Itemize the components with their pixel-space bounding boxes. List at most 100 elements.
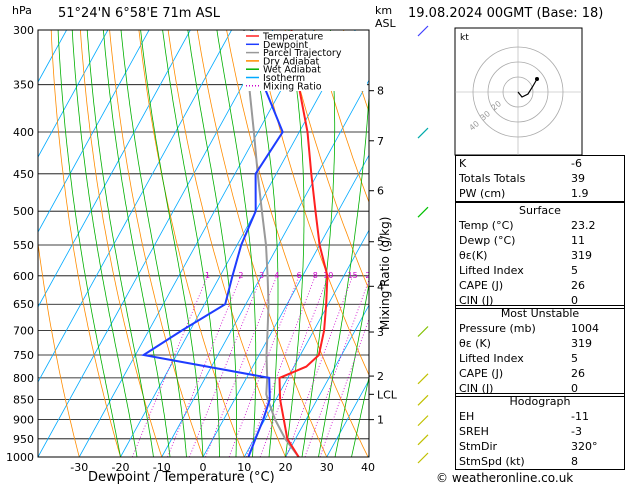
wet-adiabat bbox=[86, 30, 154, 457]
mixing-ratio-line bbox=[259, 275, 329, 457]
isotherm bbox=[38, 30, 109, 158]
mixing-ratio-label: 2 bbox=[238, 271, 243, 280]
wind-barb bbox=[417, 127, 429, 139]
dry-adiabat bbox=[255, 30, 369, 376]
surface-title: Surface bbox=[519, 204, 561, 217]
pressure-tick-label: 1000 bbox=[6, 451, 34, 464]
surface-cape-label: CAPE (J) bbox=[459, 279, 504, 292]
mu-li-value: 5 bbox=[571, 352, 578, 365]
mu-theta-label: θε (K) bbox=[459, 337, 491, 350]
mixing-ratio-line bbox=[228, 275, 300, 457]
k-label: K bbox=[459, 157, 467, 170]
mu-li-label: Lifted Index bbox=[459, 352, 524, 365]
mu-cin-label: CIN (J) bbox=[459, 382, 494, 395]
mu-cape-value: 26 bbox=[571, 367, 585, 380]
mixing-ratio-line bbox=[285, 275, 353, 457]
pressure-tick-label: 900 bbox=[13, 414, 34, 427]
stmdir-label: StmDir bbox=[459, 440, 498, 453]
wind-barb bbox=[417, 415, 429, 427]
wet-adiabat bbox=[318, 88, 369, 457]
stmspd-value: 8 bbox=[571, 455, 578, 468]
tt-value: 39 bbox=[571, 172, 585, 185]
tt-label: Totals Totals bbox=[459, 172, 526, 185]
wind-barb bbox=[417, 394, 429, 406]
mixing-ratio-label: 10 bbox=[323, 271, 333, 280]
legend-entry: Dry Adiabat bbox=[263, 56, 320, 67]
x-axis-title: Dewpoint / Temperature (°C) bbox=[88, 470, 275, 485]
dry-adiabat bbox=[226, 30, 369, 457]
mixing-ratio-line bbox=[319, 317, 369, 457]
dry-adiabat bbox=[38, 240, 80, 457]
temperature-tick-label: -30 bbox=[70, 461, 88, 474]
wind-barb bbox=[417, 326, 429, 337]
surface-li-value: 5 bbox=[571, 264, 578, 277]
temperature-tick-label: 40 bbox=[361, 461, 375, 474]
isotherm bbox=[38, 30, 274, 457]
sreh-label: SREH bbox=[459, 425, 489, 438]
surface-cin-value: 0 bbox=[571, 294, 578, 307]
mu-title: Most Unstable bbox=[500, 307, 580, 320]
asl-unit-label: ASL bbox=[375, 17, 396, 30]
mu-cape-label: CAPE (J) bbox=[459, 367, 504, 380]
wind-barb bbox=[417, 452, 429, 464]
temperature-tick-label: 0 bbox=[200, 461, 207, 474]
legend-entry: Dewpoint bbox=[263, 40, 308, 51]
surface-cin-label: CIN (J) bbox=[459, 294, 494, 307]
legend-entry: Parcel Trajectory bbox=[263, 48, 342, 59]
mixing-ratio-label: 4 bbox=[274, 271, 279, 280]
dry-adiabat bbox=[167, 30, 286, 457]
legend-entry: Mixing Ratio bbox=[263, 81, 322, 92]
km-tick-label: 1 bbox=[377, 414, 384, 427]
isotherm bbox=[78, 30, 315, 457]
wet-adiabat bbox=[301, 30, 336, 457]
wet-adiabat bbox=[187, 30, 237, 457]
legend-entry: Isotherm bbox=[263, 73, 305, 84]
surface-temp-label: Temp (°C) bbox=[459, 219, 514, 232]
legend-entry: Temperature bbox=[262, 32, 323, 43]
temperature-tick-label: -10 bbox=[153, 461, 171, 474]
isotherm bbox=[285, 304, 369, 457]
pressure-tick-label: 600 bbox=[13, 270, 34, 283]
surface-theta-value: 319 bbox=[571, 249, 592, 262]
hodo-title: Hodograph bbox=[509, 395, 571, 408]
pw-label: PW (cm) bbox=[459, 187, 506, 200]
dewpoint-line bbox=[140, 30, 284, 457]
dry-adiabat bbox=[284, 30, 369, 291]
mixing-ratio-line bbox=[246, 275, 316, 457]
km-tick-label: LCL bbox=[377, 388, 398, 401]
surface-li-label: Lifted Index bbox=[459, 264, 524, 277]
datetime-label: 19.08.2024 00GMT (Base: 18) bbox=[408, 6, 604, 21]
surface-theta-label: θε(K) bbox=[459, 249, 488, 262]
mu-pressure-value: 1004 bbox=[571, 322, 599, 335]
dry-adiabat bbox=[196, 30, 328, 457]
temperature-tick-label: -20 bbox=[112, 461, 130, 474]
k-value: -6 bbox=[571, 157, 582, 170]
pressure-unit-label: hPa bbox=[12, 4, 32, 17]
wet-adiabat bbox=[334, 282, 369, 457]
wet-adiabat bbox=[285, 30, 305, 457]
pressure-tick-label: 750 bbox=[13, 349, 34, 362]
most-unstable-panel: Most Unstable Pressure (mb) 1004 θε (K) 31… bbox=[455, 305, 625, 397]
km-unit-label: km bbox=[375, 4, 393, 17]
sreh-value: -3 bbox=[571, 425, 582, 438]
wind-barb bbox=[417, 434, 429, 446]
dry-adiabat bbox=[50, 30, 121, 457]
temperature-tick-label: 30 bbox=[320, 461, 334, 474]
eh-label: EH bbox=[459, 410, 475, 423]
km-tick-label: 2 bbox=[377, 370, 384, 383]
pw-value: 1.9 bbox=[571, 187, 589, 200]
km-tick-label: 3 bbox=[377, 326, 384, 339]
mixing-ratio-label: 20 bbox=[365, 271, 375, 280]
pressure-tick-label: 500 bbox=[13, 205, 34, 218]
hodograph-unit-label: kt bbox=[460, 33, 469, 43]
pressure-tick-label: 650 bbox=[13, 298, 34, 311]
stmdir-value: 320° bbox=[571, 440, 598, 453]
eh-value: -11 bbox=[571, 410, 589, 423]
mu-cin-value: 0 bbox=[571, 382, 578, 395]
pressure-tick-label: 800 bbox=[13, 372, 34, 385]
stmspd-label: StmSpd (kt) bbox=[459, 455, 525, 468]
isotherm bbox=[161, 79, 369, 457]
plot-area: 1 2 3 4 6 8 10 15 20 25 bbox=[38, 30, 375, 457]
mixing-ratio-label: 1 bbox=[205, 271, 210, 280]
dry-adiabat bbox=[313, 30, 369, 204]
